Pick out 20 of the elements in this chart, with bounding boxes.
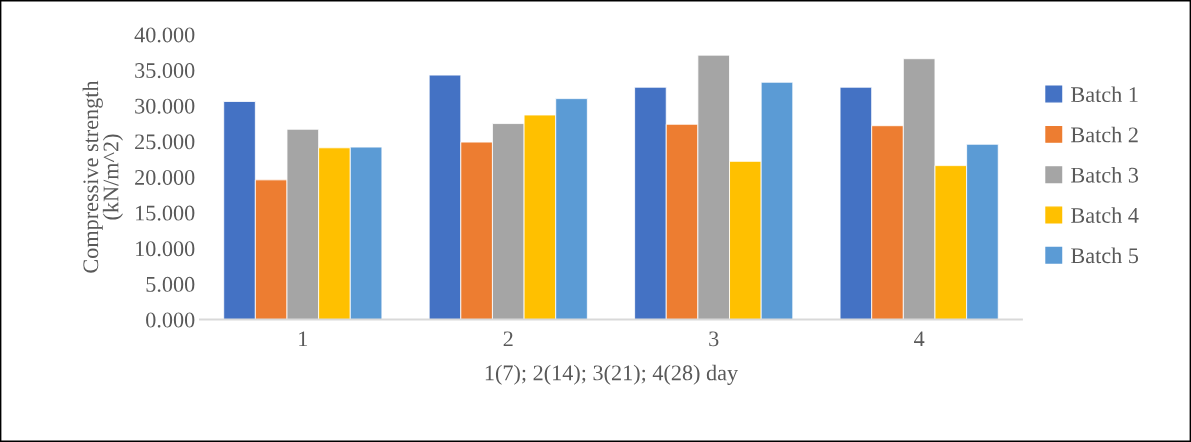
y-tick-label: 35.000	[135, 63, 195, 79]
legend-label: Batch 5	[1071, 247, 1139, 264]
legend-label: Batch 4	[1071, 207, 1139, 223]
x-axis-title: 1(7); 2(14); 3(21); 4(28) day	[485, 364, 739, 385]
y-tick-label: 40.000	[134, 27, 195, 43]
y-tick-label: 0.000	[146, 312, 195, 328]
x-tick-label: 1	[299, 331, 308, 347]
y-tick-label: 25.000	[135, 134, 195, 150]
legend-label: Batch 3	[1071, 167, 1139, 183]
x-tick-label: 4	[914, 331, 925, 347]
legend-label: Batch 1	[1071, 86, 1138, 103]
x-tick-label: 3	[709, 331, 719, 347]
y-tick-label: 20.000	[135, 169, 195, 186]
y-tick-label: 15.000	[136, 205, 195, 221]
y-tick-label: 5.000	[146, 276, 195, 292]
x-tick-label: 2	[503, 331, 513, 347]
y-axis-title: Compressive strength (kN/m^2)	[82, 80, 123, 273]
y-tick-label: 10.000	[136, 241, 195, 257]
legend-label: Batch 2	[1071, 126, 1138, 143]
y-tick-label: 30.000	[135, 98, 195, 114]
